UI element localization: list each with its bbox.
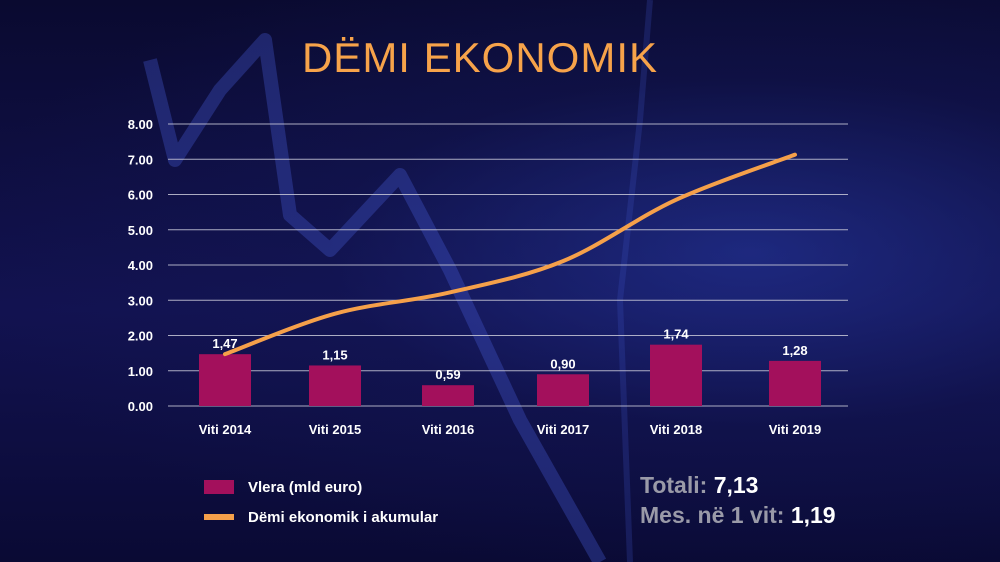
legend-swatch-bar [204, 480, 234, 494]
legend: Vlera (mld euro) Dëmi ekonomik i akumula… [204, 472, 438, 532]
total-label: Totali: [640, 472, 708, 498]
y-tick-label: 3.00 [128, 293, 153, 308]
total-row: Totali: 7,13 [640, 472, 836, 502]
average-label: Mes. në 1 vit: [640, 502, 785, 528]
bar [650, 344, 702, 406]
bar [537, 374, 589, 406]
y-tick-label: 0.00 [128, 399, 153, 414]
x-tick-label: Viti 2018 [650, 422, 703, 437]
average-row: Mes. në 1 vit: 1,19 [640, 502, 836, 532]
bar-data-label: 1,15 [322, 347, 347, 362]
chart-title: DËMI EKONOMIK [301, 34, 659, 81]
y-tick-label: 1.00 [128, 364, 153, 379]
cumulative-line [223, 152, 797, 357]
bar-data-label: 0,59 [435, 367, 460, 382]
y-tick-label: 6.00 [128, 188, 153, 203]
bar-data-label: 1,74 [663, 327, 689, 342]
bar [422, 385, 474, 406]
total-value: 7,13 [713, 472, 759, 498]
legend-label-bars: Vlera (mld euro) [248, 478, 363, 496]
y-tick-label: 5.00 [128, 223, 153, 238]
legend-item-line: Dëmi ekonomik i akumular [204, 502, 438, 532]
bar-data-label: 0,90 [550, 356, 575, 371]
summary-box: Totali: 7,13 Mes. në 1 vit: 1,19 [640, 472, 836, 532]
legend-label-line: Dëmi ekonomik i akumular [248, 508, 439, 526]
x-tick-label: Viti 2014 [199, 422, 252, 437]
bar-data-label: 1,28 [782, 343, 807, 358]
bar [769, 360, 821, 406]
bar [199, 354, 251, 406]
average-value: 1,19 [790, 502, 836, 528]
x-tick-label: Viti 2019 [769, 422, 822, 437]
x-tick-label: Viti 2015 [309, 422, 362, 437]
legend-swatch-line [204, 514, 234, 520]
x-tick-label: Viti 2016 [422, 422, 475, 437]
y-tick-label: 4.00 [128, 258, 153, 273]
legend-item-bars: Vlera (mld euro) [204, 472, 438, 502]
y-tick-label: 7.00 [128, 152, 153, 167]
bar-data-label: 1,47 [212, 336, 237, 351]
y-tick-label: 2.00 [128, 329, 153, 344]
bar [309, 365, 361, 406]
y-tick-label: 8.00 [128, 117, 153, 132]
x-tick-label: Viti 2017 [537, 422, 590, 437]
